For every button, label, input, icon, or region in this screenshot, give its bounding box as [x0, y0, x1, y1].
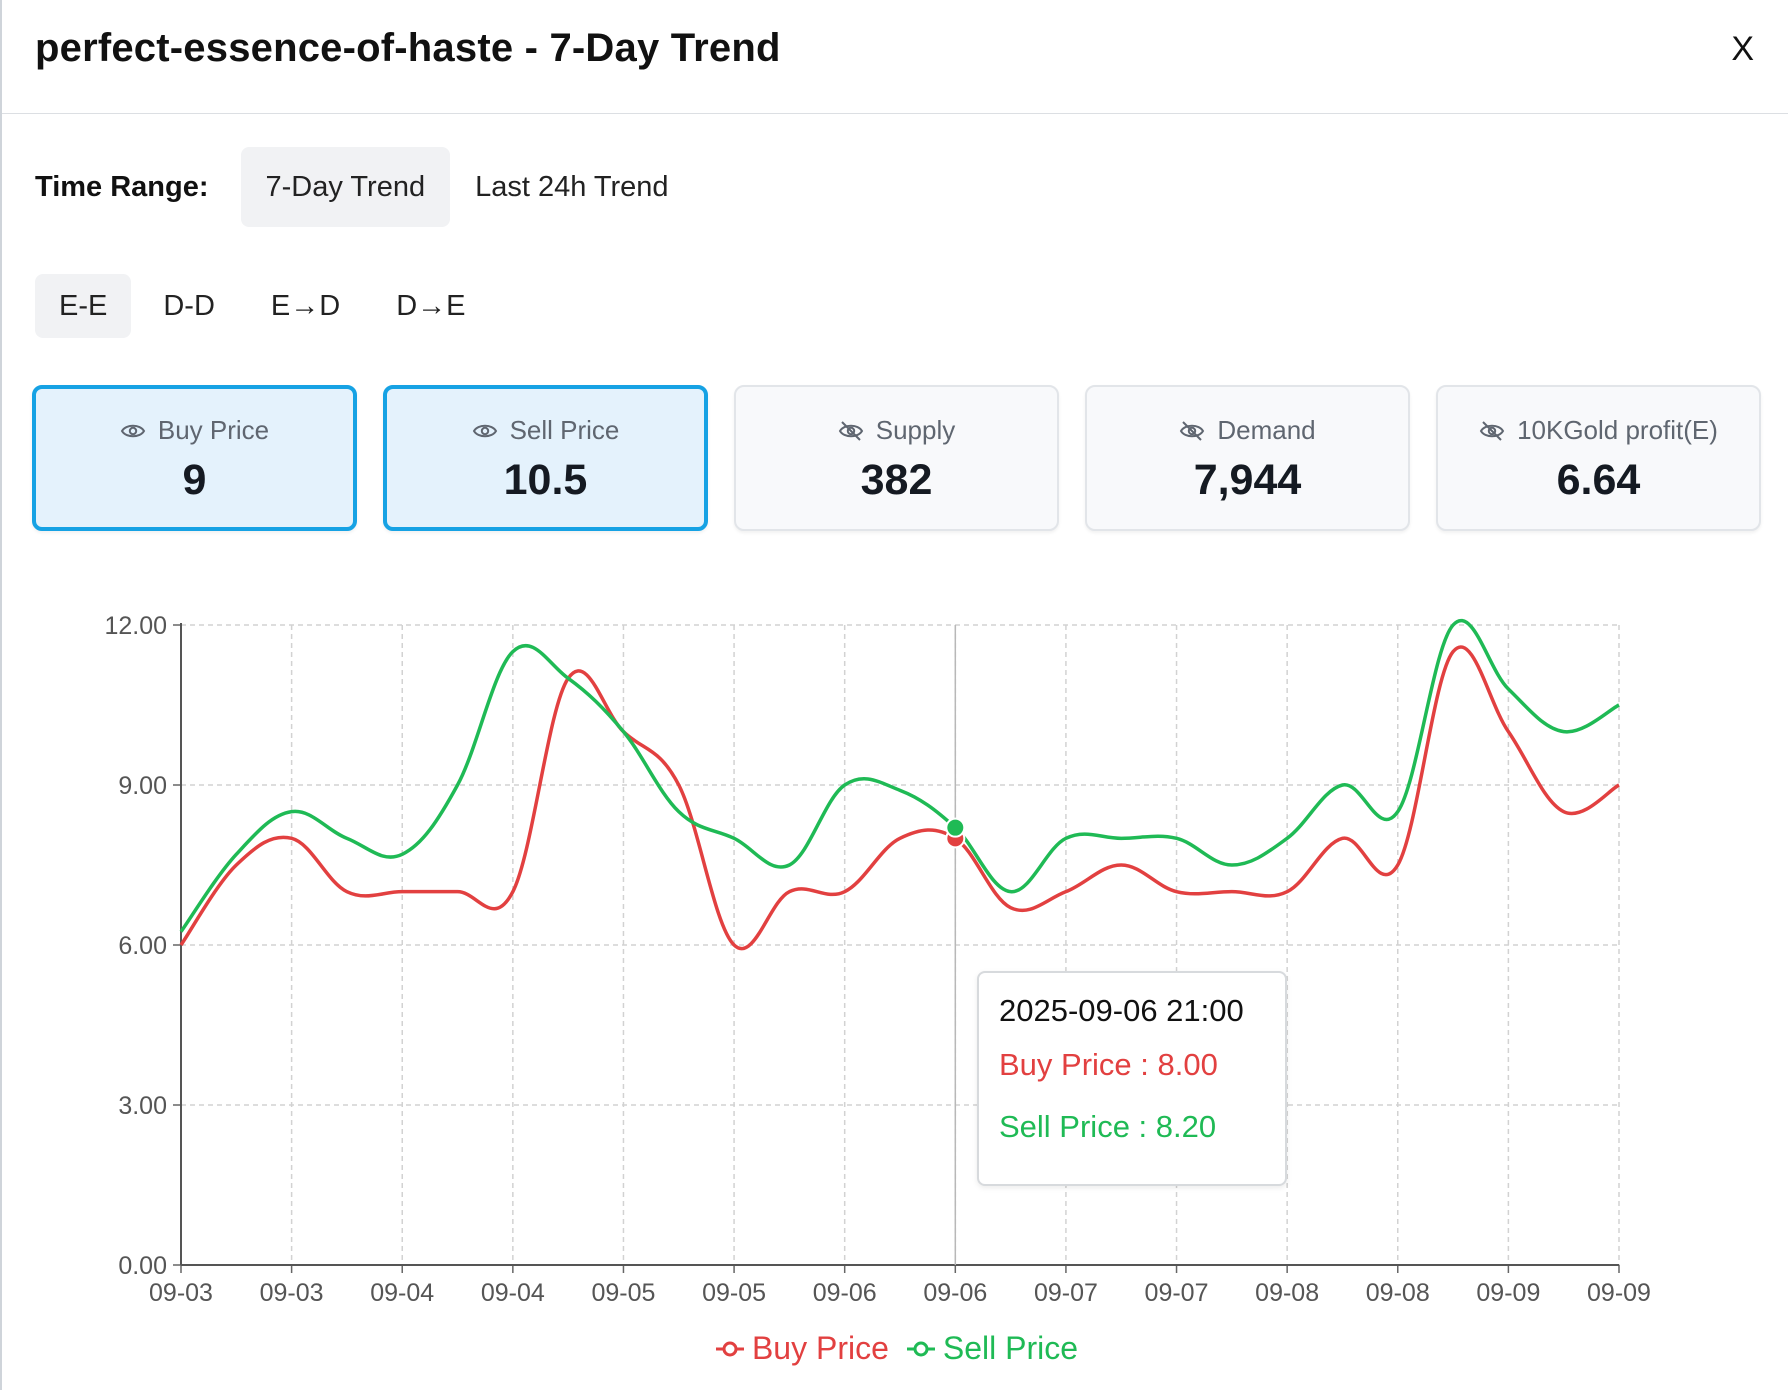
- legend-sell-price[interactable]: Sell Price: [905, 1330, 1078, 1367]
- tab-last-24h-trend[interactable]: Last 24h Trend: [475, 171, 669, 203]
- x-tick-label: 09-09: [1476, 1279, 1540, 1307]
- modal-title: perfect-essence-of-haste - 7-Day Trend: [35, 26, 781, 70]
- legend-buy-price[interactable]: Buy Price: [714, 1330, 889, 1367]
- sell-price-line: [179, 619, 1620, 933]
- x-tick-label: 09-06: [813, 1279, 877, 1307]
- line-marker-icon: [906, 1341, 935, 1356]
- card-10kgold-profit[interactable]: 10KGold profit(E) 6.64: [1436, 385, 1761, 531]
- card-buy-price[interactable]: Buy Price 9: [32, 385, 357, 531]
- card-label: Demand: [1217, 415, 1316, 445]
- mode-d-to-e[interactable]: D→E: [396, 290, 466, 322]
- line-marker-icon: [715, 1341, 744, 1356]
- y-tick-label: 12.00: [104, 612, 167, 640]
- legend-label: Buy Price: [751, 1330, 889, 1366]
- x-tick-label: 09-07: [1145, 1279, 1209, 1307]
- card-label: Sell Price: [509, 415, 620, 445]
- card-value: 10.5: [503, 456, 588, 504]
- card-label: Supply: [875, 415, 956, 445]
- x-tick-label: 09-06: [923, 1279, 987, 1307]
- x-tick-label: 09-03: [260, 1279, 324, 1307]
- tooltip-sell-price: Sell Price : 8.20: [999, 1109, 1217, 1144]
- mode-e-to-d[interactable]: E→D: [270, 290, 341, 322]
- x-tick-label: 09-03: [149, 1279, 213, 1307]
- x-tick-label: 09-08: [1255, 1279, 1319, 1307]
- card-value: 7,944: [1193, 456, 1302, 504]
- x-tick-label: 09-08: [1366, 1279, 1430, 1307]
- x-tick-label: 09-09: [1587, 1279, 1651, 1307]
- card-header: Demand: [1087, 415, 1408, 446]
- card-value: 6.64: [1556, 456, 1641, 504]
- time-range-selector: Time Range: 7-Day Trend Last 24h Trend: [35, 147, 694, 227]
- x-tick-label: 09-04: [481, 1279, 545, 1307]
- y-tick-label: 0.00: [118, 1252, 167, 1280]
- tooltip-buy-price: Buy Price : 8.00: [999, 1047, 1218, 1082]
- card-header: 10KGold profit(E): [1438, 415, 1759, 446]
- y-tick-label: 6.00: [118, 932, 167, 960]
- eye-icon: [472, 424, 497, 437]
- eye-off-icon: [1479, 420, 1505, 441]
- x-tick-label: 09-04: [370, 1279, 434, 1307]
- modal-header: perfect-essence-of-haste - 7-Day Trend X: [2, 0, 1788, 114]
- card-label: Buy Price: [157, 415, 270, 445]
- card-header: Buy Price: [36, 415, 353, 446]
- card-value: 382: [860, 456, 933, 504]
- buy-price-line: [179, 645, 1620, 951]
- card-demand[interactable]: Demand 7,944: [1085, 385, 1410, 531]
- x-tick-label: 09-07: [1034, 1279, 1098, 1307]
- card-header: Supply: [736, 415, 1057, 446]
- tooltip-time: 2025-09-06 21:00: [999, 993, 1244, 1028]
- sell-price-hover-point: [945, 817, 966, 838]
- mode-d-d[interactable]: D-D: [163, 290, 215, 322]
- close-button[interactable]: X: [1731, 30, 1754, 68]
- chart-legend: Buy Price Sell Price: [2, 1330, 1788, 1367]
- card-value: 9: [182, 456, 207, 504]
- chart-tooltip: 2025-09-06 21:00 Buy Price : 8.00 Sell P…: [977, 971, 1287, 1186]
- legend-label: Sell Price: [942, 1330, 1079, 1366]
- mode-e-e[interactable]: E-E: [35, 274, 132, 338]
- eye-off-icon: [838, 420, 863, 441]
- y-tick-label: 3.00: [118, 1092, 167, 1120]
- time-range-label: Time Range:: [35, 170, 209, 203]
- tab-7-day-trend[interactable]: 7-Day Trend: [240, 147, 451, 227]
- card-header: Sell Price: [387, 415, 704, 446]
- x-tick-label: 09-05: [702, 1279, 766, 1307]
- y-tick-label: 9.00: [118, 772, 167, 800]
- eye-off-icon: [1180, 420, 1205, 441]
- card-label: 10KGold profit(E): [1517, 415, 1718, 445]
- conversion-mode-tabs: E-E D-D E→D D→E: [35, 274, 497, 338]
- card-sell-price[interactable]: Sell Price 10.5: [383, 385, 708, 531]
- card-supply[interactable]: Supply 382: [734, 385, 1059, 531]
- eye-icon: [120, 424, 146, 437]
- metric-cards: Buy Price 9 Sell Price 10.5 Supply 382 D…: [32, 385, 1787, 531]
- x-tick-label: 09-05: [591, 1279, 655, 1307]
